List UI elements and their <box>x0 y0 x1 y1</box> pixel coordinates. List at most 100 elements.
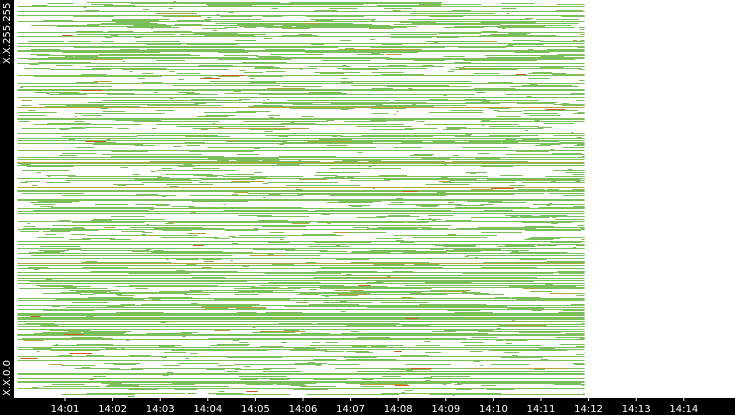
activity-segment <box>290 122 295 123</box>
activity-segment <box>443 56 465 57</box>
activity-segment <box>236 312 257 313</box>
activity-segment <box>75 147 94 148</box>
activity-segment <box>512 297 541 298</box>
activity-segment <box>497 55 551 56</box>
activity-segment <box>153 228 224 229</box>
activity-segment <box>281 28 310 29</box>
activity-segment <box>74 113 110 114</box>
activity-segment <box>184 294 211 295</box>
activity-segment <box>92 376 106 377</box>
activity-row <box>17 356 585 357</box>
activity-segment <box>239 342 249 343</box>
activity-segment <box>558 104 585 105</box>
activity-segment <box>475 158 500 159</box>
activity-segment <box>489 371 575 372</box>
activity-segment <box>117 295 135 296</box>
activity-segment <box>565 172 585 173</box>
activity-segment <box>226 174 255 175</box>
activity-segment <box>500 357 543 358</box>
activity-segment <box>163 66 258 67</box>
activity-segment <box>125 68 167 69</box>
activity-segment <box>89 59 123 60</box>
activity-segment <box>483 210 513 211</box>
activity-row <box>17 140 585 141</box>
activity-segment <box>508 44 544 45</box>
activity-segment <box>264 93 348 94</box>
activity-hotspot <box>405 318 419 319</box>
activity-segment <box>460 342 484 343</box>
activity-segment <box>312 342 320 343</box>
activity-segment <box>191 99 217 100</box>
activity-segment <box>368 161 446 162</box>
activity-segment <box>161 168 173 169</box>
activity-segment <box>58 220 71 221</box>
activity-segment <box>136 194 159 195</box>
activity-segment <box>498 141 538 142</box>
activity-segment <box>111 384 195 385</box>
activity-segment <box>146 224 150 225</box>
activity-row <box>17 378 585 379</box>
activity-segment <box>283 330 300 331</box>
activity-segment <box>429 249 444 250</box>
activity-segment <box>328 52 405 53</box>
activity-segment <box>430 376 470 377</box>
activity-segment <box>148 297 193 298</box>
activity-segment <box>104 37 112 38</box>
activity-segment <box>482 101 490 102</box>
activity-segment <box>528 115 561 116</box>
activity-segment <box>559 142 585 143</box>
activity-segment <box>141 234 146 235</box>
activity-segment <box>473 294 504 295</box>
activity-segment <box>262 160 280 161</box>
activity-segment <box>357 152 363 153</box>
activity-hotspot <box>221 75 245 76</box>
activity-segment <box>45 175 76 176</box>
activity-segment <box>234 369 271 370</box>
activity-row <box>17 388 585 389</box>
activity-segment <box>200 179 256 180</box>
activity-segment <box>486 57 516 58</box>
activity-segment <box>432 220 436 221</box>
activity-segment <box>212 123 216 124</box>
activity-segment <box>457 383 487 384</box>
activity-segment <box>113 66 177 67</box>
activity-segment <box>580 228 585 229</box>
activity-segment <box>523 110 578 111</box>
activity-segment <box>385 267 410 268</box>
activity-segment <box>342 69 379 70</box>
activity-segment <box>387 141 423 142</box>
activity-segment <box>371 113 389 114</box>
activity-segment <box>105 113 165 114</box>
activity-segment <box>404 285 510 286</box>
activity-segment <box>94 142 117 143</box>
activity-segment <box>371 20 375 21</box>
activity-segment <box>65 307 108 308</box>
activity-segment <box>561 103 569 104</box>
activity-row <box>17 268 585 269</box>
activity-segment <box>19 87 24 88</box>
activity-segment <box>281 25 323 26</box>
activity-segment <box>42 20 73 21</box>
activity-segment <box>204 77 212 78</box>
activity-segment <box>141 304 197 305</box>
activity-segment <box>202 28 227 29</box>
activity-segment <box>493 110 500 111</box>
activity-segment <box>30 49 61 50</box>
activity-segment <box>477 182 506 183</box>
activity-segment <box>332 232 350 233</box>
activity-segment <box>178 2 201 3</box>
activity-segment <box>100 108 109 109</box>
activity-segment <box>300 333 331 334</box>
activity-segment <box>22 193 85 194</box>
activity-segment <box>394 114 397 115</box>
activity-row <box>17 46 585 47</box>
activity-segment <box>319 251 348 252</box>
activity-segment <box>549 230 582 231</box>
activity-segment <box>151 299 161 300</box>
activity-row <box>17 319 585 320</box>
activity-segment <box>127 396 136 397</box>
activity-segment <box>448 13 496 14</box>
x-tick-label: 14:13 <box>622 404 651 415</box>
activity-segment <box>264 131 273 132</box>
activity-segment <box>83 299 94 300</box>
